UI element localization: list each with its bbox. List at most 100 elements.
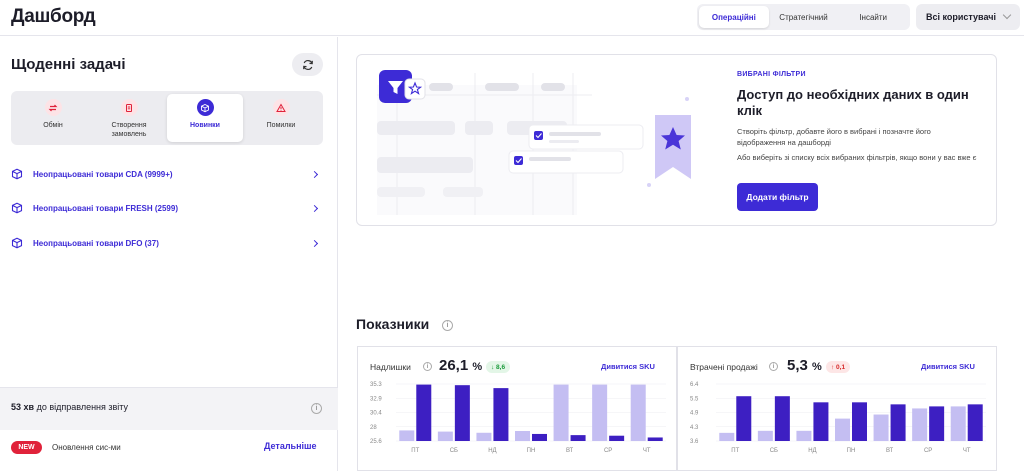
kpi-value-number: 26,1 <box>439 357 469 374</box>
task-item-label: Неопрацьовані товари CDA (9999+) <box>33 169 173 179</box>
task-item-dfo[interactable]: Неопрацьовані товари DFO (37) <box>11 234 323 252</box>
bar-previous <box>719 432 735 441</box>
metrics-title-text: Показники <box>356 316 430 332</box>
tab-exchange[interactable]: Обмін <box>15 94 91 142</box>
x-tick-label: ПТ <box>731 448 739 454</box>
y-tick-label: 28 <box>370 425 377 431</box>
report-label: до відправлення звіту <box>36 402 129 412</box>
bar-previous <box>796 430 812 441</box>
bar-previous <box>630 384 646 441</box>
y-tick-label: 4.3 <box>690 425 699 431</box>
report-time: 53 хв <box>11 402 35 412</box>
bar-current <box>647 437 663 441</box>
bar-previous <box>437 431 453 441</box>
view-sku-link[interactable]: Дивитися SKU <box>601 362 655 371</box>
info-icon[interactable]: i <box>423 362 432 371</box>
bar-previous <box>476 432 492 441</box>
dashboard-type-tabs: Операційні Стратегічний Інсайти <box>697 4 910 30</box>
bar-previous <box>835 418 850 441</box>
x-tick-label: ПН <box>527 448 536 454</box>
task-category-tabs: Обмін Створення замовлень Новинки Помилк… <box>11 91 323 145</box>
tab-create-orders-label: Створення замовлень <box>111 122 147 138</box>
tab-operational[interactable]: Операційні <box>699 6 769 28</box>
users-select-value: Всі користувачі <box>926 12 996 22</box>
tab-exchange-label: Обмін <box>43 122 63 129</box>
bar-current <box>929 406 945 441</box>
bar-current <box>813 402 829 441</box>
info-icon[interactable]: i <box>442 320 453 331</box>
bar-current <box>454 385 470 441</box>
tab-errors-label: Помилки <box>266 122 296 129</box>
lost-sales-bar-chart: 6.4 5.5 4.9 4.3 3.6 ПТ СБ НД ПН ВТ СР ЧТ <box>690 382 986 454</box>
promo-title: Доступ до необхідних даних в один клік <box>737 87 969 118</box>
bar-previous <box>399 430 415 441</box>
users-select[interactable]: Всі користувачі <box>916 4 1020 30</box>
info-icon[interactable]: i <box>769 362 778 371</box>
x-tick-label: НД <box>808 448 816 454</box>
bar-previous <box>553 384 569 441</box>
kpi-name: Надлишки <box>370 362 411 372</box>
bar-previous <box>912 408 928 441</box>
x-tick-label: СБ <box>770 448 778 454</box>
bar-previous <box>873 414 889 441</box>
tab-new-items-label: Новинки <box>190 122 220 129</box>
y-tick-label: 35.3 <box>370 382 382 388</box>
daily-tasks-panel: Щоденні задачі Обмін Створення замовлень <box>0 37 338 471</box>
kpi-name: Втрачені продажі <box>690 362 758 372</box>
task-item-label: Неопрацьовані товари DFO (37) <box>33 238 159 248</box>
bar-current <box>493 388 509 441</box>
x-tick-label: СР <box>924 448 932 454</box>
surplus-bar-chart: 35.3 32.9 30.4 28 25.6 ПТ СБ НД ПН ВТ СР ЧТ <box>370 382 666 454</box>
kpi-delta-badge: ↓ 8,6 <box>486 361 511 373</box>
document-icon <box>120 99 138 116</box>
metrics-title: Показники <box>356 316 429 332</box>
tab-create-orders[interactable]: Створення замовлень <box>91 94 167 142</box>
bar-previous <box>950 406 966 441</box>
kpi-value-unit: % <box>812 361 822 373</box>
add-filter-button[interactable]: Додати фільтр <box>737 183 818 211</box>
tab-insights[interactable]: Інсайти <box>859 12 888 22</box>
x-tick-label: СР <box>604 448 612 454</box>
update-text: Оновлення сис-ми <box>52 443 121 452</box>
y-tick-label: 6.4 <box>690 382 699 388</box>
box-icon <box>196 99 214 116</box>
report-countdown-text: 53 хв до відправлення звіту <box>11 402 128 412</box>
kpi-value-unit: % <box>472 361 483 373</box>
bar-current <box>774 396 790 441</box>
x-tick-label: СБ <box>450 448 458 454</box>
bar-current <box>570 435 586 441</box>
warning-icon <box>272 99 290 116</box>
promo-kicker: ВИБРАНІ ФІЛЬТРИ <box>737 71 806 78</box>
info-icon[interactable]: i <box>311 403 322 414</box>
filters-illustration <box>377 70 691 215</box>
x-tick-label: ПН <box>847 448 856 454</box>
x-tick-label: ЧТ <box>963 448 971 454</box>
task-item-fresh[interactable]: Неопрацьовані товари FRESH (2599) <box>11 199 323 217</box>
task-item-cda[interactable]: Неопрацьовані товари CDA (9999+) <box>11 165 323 183</box>
report-countdown: 53 хв до відправлення звіту i <box>0 387 338 430</box>
view-sku-link[interactable]: Дивитися SKU <box>921 362 975 371</box>
y-tick-label: 4.9 <box>690 411 699 417</box>
task-item-label: Неопрацьовані товари FRESH (2599) <box>33 203 178 213</box>
bar-previous <box>592 384 608 441</box>
y-tick-label: 32.9 <box>370 396 382 402</box>
promo-description: Створіть фільтр, добавте його в вибрані … <box>737 127 931 147</box>
package-icon <box>11 202 23 214</box>
y-tick-label: 5.5 <box>690 396 699 402</box>
tab-errors[interactable]: Помилки <box>243 94 319 142</box>
bar-current <box>416 384 432 441</box>
page-title: Дашборд <box>11 6 96 27</box>
tab-new-items[interactable]: Новинки <box>167 94 243 142</box>
details-link[interactable]: Детальніше <box>264 441 317 451</box>
chevron-right-icon <box>310 204 319 212</box>
y-tick-label: 30.4 <box>370 411 382 417</box>
refresh-button[interactable] <box>292 53 323 76</box>
tab-strategic[interactable]: Стратегічний <box>779 12 828 22</box>
bar-current <box>890 404 906 441</box>
bar-current <box>532 433 547 441</box>
chevron-right-icon <box>310 239 319 247</box>
favorite-filters-card: ВИБРАНІ ФІЛЬТРИ Доступ до необхідних дан… <box>356 54 997 226</box>
bar-previous <box>757 430 773 441</box>
promo-description-secondary: Або виберіть зі списку всіх вибраних філ… <box>737 153 977 162</box>
bar-current <box>609 435 625 441</box>
